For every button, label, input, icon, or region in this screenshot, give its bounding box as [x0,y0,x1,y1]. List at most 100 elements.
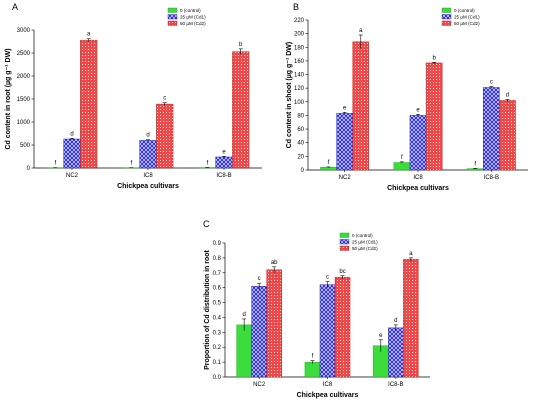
y-tick-label: 0.1 [213,360,222,366]
x-axis-label: Chickpea cultivars [387,185,449,192]
bar [139,140,157,169]
panel-c: C 0.0 0.1 0.2 0.3 0.4 0.5 0.6 0.7 0.8 0.9 NC2 d c ab IC… [203,219,430,399]
x-tick-label: NC2 [66,173,79,179]
x-tick-label: IC8 [143,173,153,179]
legend-label: 0 (control) [352,233,373,238]
significance-letter: c [326,275,329,281]
legend-swatch [339,232,350,238]
legend-label: 0 (control) [454,8,475,13]
significance-letter: d [146,133,149,139]
significance-letter: c [258,276,261,282]
significance-letter: f [474,161,476,167]
x-tick-label: IC8 [323,382,333,388]
legend-swatch [167,20,178,26]
legend-label: 50 µM (Cd2) [180,21,206,26]
significance-letter: d [242,312,245,318]
significance-letter: d [70,131,73,137]
significance-letter: ab [271,260,278,266]
y-tick-label: 2000 [17,74,31,80]
legend-label: 0 (control) [180,8,201,13]
significance-letter: c [163,96,166,102]
significance-letter: b [239,42,243,48]
significance-letter: f [130,161,132,167]
bar [236,324,252,378]
bar [266,269,282,378]
bar [320,167,337,171]
y-tick-label: 0.4 [213,315,222,321]
significance-letter: d [394,318,397,324]
legend: 0 (control) 25 µM (Cd1)50 µM (Cd2) [167,7,206,26]
significance-letter: f [312,354,314,360]
x-axis-label: Chickpea cultivars [297,392,359,399]
y-tick-label: 1500 [17,97,31,103]
y-axis-label: Cd content in shoot (µg g⁻¹ DW) [286,42,293,148]
y-axis-label: Proportion of Cd distribution in root [204,249,211,369]
panel-letter: A [12,2,18,12]
bar [334,277,351,378]
significance-letter: f [54,161,56,167]
legend-swatch [339,245,350,251]
significance-letter: f [401,155,403,161]
significance-letter: bc [339,269,345,275]
bar [425,62,443,171]
bar [319,284,336,378]
significance-letter: b [432,55,436,61]
legend-label: 50 µM (Cd2) [352,246,378,251]
legend-label: 50 µM (Cd2) [454,21,480,26]
significance-letter: e [343,105,347,111]
x-tick-label: NC2 [253,382,266,388]
bar [215,156,233,169]
y-tick-label: 220 [294,18,305,24]
bar [232,51,250,169]
bar [80,39,98,169]
bar [336,113,353,171]
y-tick-label: 140 [294,73,305,79]
y-tick-label: 200 [294,32,305,38]
legend-swatch [167,7,178,13]
y-tick-label: 0.6 [213,286,222,292]
bar [352,41,370,171]
y-tick-label: 0.0 [213,375,222,381]
y-tick-label: 180 [294,45,305,51]
y-tick-label: 0 [27,166,31,172]
y-tick-label: 3000 [17,28,31,34]
legend: 0 (control) 25 µM (Cd1)50 µM (Cd2) [441,7,480,26]
legend-label: 25 µM (Cd1) [454,15,480,20]
legend-label: 25 µM (Cd1) [352,240,378,245]
y-tick-label: 0.7 [213,271,222,277]
bar [499,100,516,171]
significance-letter: f [328,160,330,166]
x-tick-label: IC8 [413,175,423,181]
bar [63,138,81,169]
panel-letter: B [293,2,299,12]
panel-b: B 0 20 40 60 80 100 120 140 160 180 200 220 NC2 f e a IC8… [286,2,528,192]
legend-label: 25 µM (Cd1) [180,15,206,20]
bar [304,361,321,378]
y-tick-label: 160 [294,59,305,65]
x-axis-label: Chickpea cultivars [117,183,179,190]
panel-letter: C [203,219,210,229]
significance-letter: f [206,160,208,166]
y-tick-label: 80 [297,113,304,119]
legend: 0 (control) 25 µM (Cd1)50 µM (Cd2) [339,232,378,251]
legend-swatch [167,14,178,20]
y-tick-label: 1000 [17,120,31,126]
y-tick-label: 0 [301,168,305,174]
x-tick-label: IC8-B [216,173,231,179]
bar [156,103,174,169]
y-tick-label: 40 [297,141,304,147]
significance-letter: a [87,32,91,38]
legend-swatch [441,7,452,13]
y-tick-label: 0.5 [213,301,222,307]
y-tick-label: 20 [297,154,304,160]
significance-letter: a [359,28,363,34]
x-tick-label: IC8-B [484,175,499,181]
legend-swatch [339,239,350,245]
significance-letter: e [222,149,226,155]
y-tick-label: 0.2 [213,345,222,351]
significance-letter: a [409,251,413,257]
x-tick-label: IC8-B [388,382,403,388]
y-tick-label: 0.8 [213,256,222,262]
x-tick-label: NC2 [339,175,352,181]
